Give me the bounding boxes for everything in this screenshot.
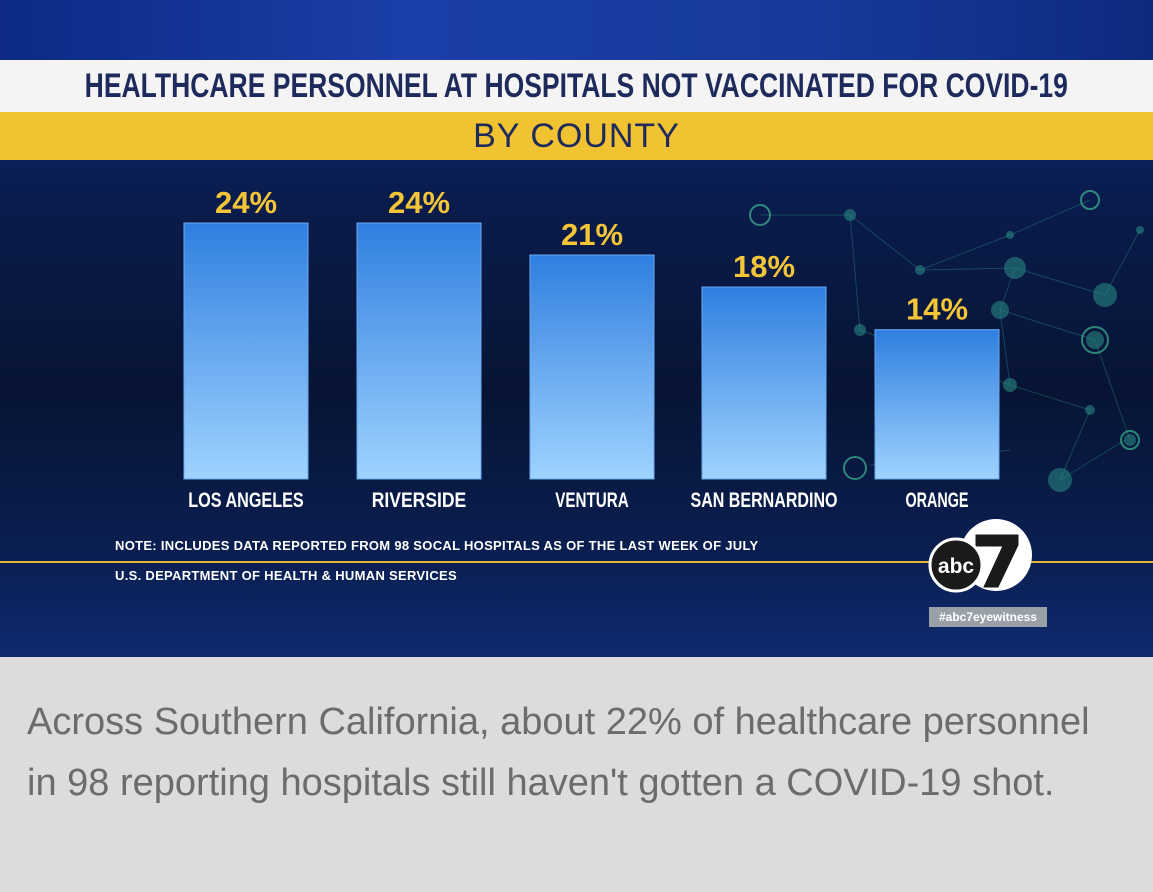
chart-title: HEALTHCARE PERSONNEL AT HOSPITALS NOT VA… [84,66,1069,105]
value-label: 21% [561,217,623,252]
logo-wordmark: abc [938,555,975,578]
hashtag-badge: #abc7eyewitness [929,607,1047,627]
top-band [0,0,1153,60]
category-label: RIVERSIDE [372,489,467,512]
network-background-decoration [749,190,1144,492]
value-label: 18% [733,249,795,284]
title-bar: HEALTHCARE PERSONNEL AT HOSPITALS NOT VA… [0,60,1153,112]
value-label: 24% [388,185,450,220]
value-label: 14% [906,292,968,327]
category-label: LOS ANGELES [188,489,304,512]
bar-san-bernardino [701,286,827,480]
category-label: ORANGE [906,489,969,512]
bar-ventura [529,254,655,480]
image-caption: Across Southern California, about 22% of… [27,701,1090,804]
abc7-logo: abc 7 [928,519,1032,593]
divider-line [0,561,1153,563]
chart-source: U.S. DEPARTMENT OF HEALTH & HUMAN SERVIC… [115,568,457,583]
bar-riverside [356,222,482,480]
subtitle-bar: BY COUNTY [0,112,1153,160]
value-label: 24% [215,185,277,220]
news-graphic: HEALTHCARE PERSONNEL AT HOSPITALS NOT VA… [0,0,1153,657]
bar-los-angeles [183,222,309,480]
category-label: SAN BERNARDINO [691,489,838,512]
bar-chart: 24% LOS ANGELES 24% RIVERSIDE 21% VENTURA 18% S… [183,185,1000,512]
bar-orange [874,329,1000,480]
category-label: VENTURA [555,489,629,512]
chart-note: NOTE: INCLUDES DATA REPORTED FROM 98 SOC… [115,538,759,553]
chart-subtitle: BY COUNTY [473,116,680,155]
